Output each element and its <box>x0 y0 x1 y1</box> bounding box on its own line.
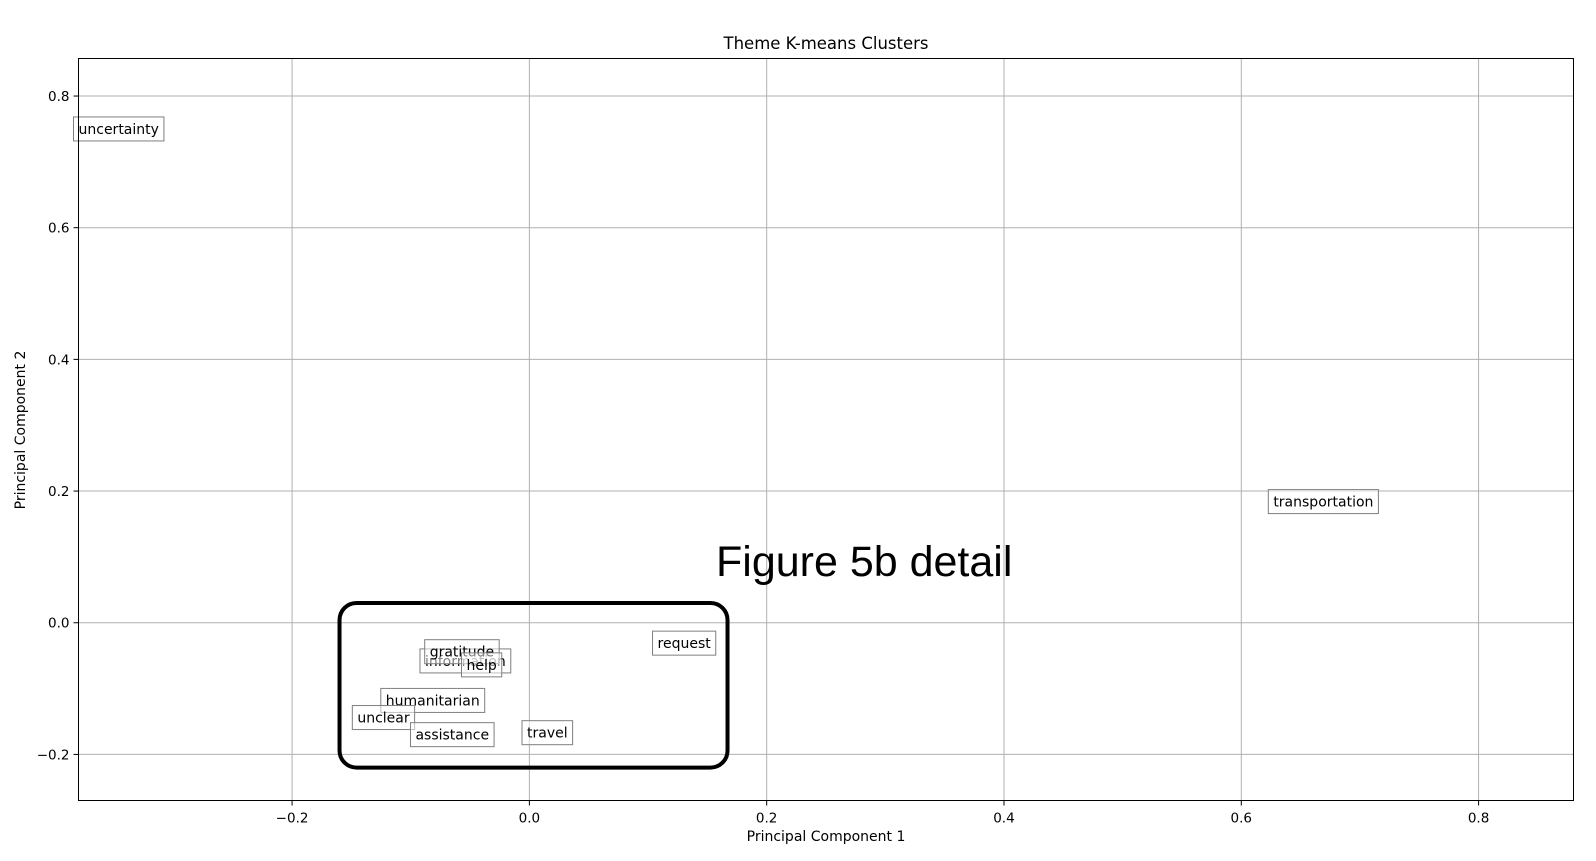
y-tick-label: 0.0 <box>48 616 69 632</box>
label-box <box>409 722 495 748</box>
point-label-text: help <box>466 658 496 674</box>
point-labels: uncertaintytransportationrequestinformat… <box>73 116 1379 748</box>
x-axis-label: Principal Component 1 <box>747 829 906 845</box>
label-box <box>73 116 165 142</box>
label-box <box>460 652 503 678</box>
x-tick-label: 0.0 <box>519 811 540 827</box>
x-tick-label: 0.8 <box>1468 811 1489 827</box>
point-label-text: transportation <box>1273 495 1373 511</box>
point-label: unclear <box>351 705 416 731</box>
point-label: help <box>460 652 503 678</box>
x-tick-label: 0.4 <box>993 811 1014 827</box>
point-label: uncertainty <box>73 116 165 142</box>
chart-title: Theme K-means Clusters <box>723 34 929 53</box>
point-label: transportation <box>1267 489 1379 515</box>
point-label-text: assistance <box>415 728 489 744</box>
y-tick-label: 0.4 <box>48 352 69 368</box>
point-label: request <box>652 630 717 656</box>
label-box <box>1267 489 1379 515</box>
axis-ticks: −0.2 0.0 0.2 0.4 0.6 0.8 −0.2 0.0 0.2 0.4 0.6 0.8 <box>37 89 1490 826</box>
y-tick-label: 0.8 <box>48 89 69 105</box>
figure-annotation: Figure 5b detail <box>716 538 1012 586</box>
y-tick-label: 0.6 <box>48 221 69 237</box>
highlight-box <box>337 600 730 770</box>
x-tick-label: 0.6 <box>1231 811 1252 827</box>
y-tick-label: −0.2 <box>37 747 70 763</box>
y-axis-label: Principal Component 2 <box>13 351 29 510</box>
label-box <box>351 705 416 731</box>
grid-lines <box>78 58 1574 801</box>
point-label-text: travel <box>527 726 568 742</box>
point-label: assistance <box>409 722 495 748</box>
point-label-text: uncertainty <box>79 122 159 138</box>
point-label-text: request <box>658 636 712 652</box>
label-box <box>652 630 717 656</box>
y-tick-label: 0.2 <box>48 484 69 500</box>
label-box <box>521 720 574 746</box>
plot-frame <box>78 58 1574 801</box>
point-label-text: unclear <box>357 711 410 727</box>
label-box <box>380 687 486 713</box>
x-tick-label: 0.2 <box>756 811 777 827</box>
point-label: travel <box>521 720 574 746</box>
x-tick-label: −0.2 <box>276 811 309 827</box>
